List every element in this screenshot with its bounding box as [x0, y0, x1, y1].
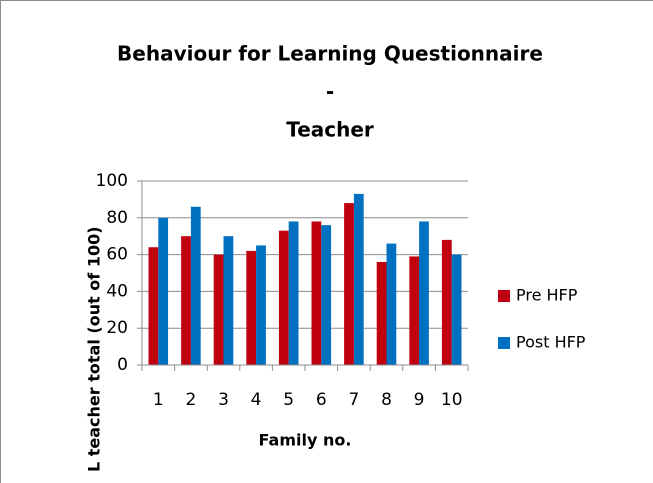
bar [409, 256, 420, 365]
bar [288, 221, 299, 365]
bar [223, 236, 234, 365]
chart-title: Behaviour for Learning Questionnaire [117, 42, 543, 66]
y-tick-label: 80 [106, 208, 128, 228]
bar [419, 221, 429, 365]
bar [246, 250, 257, 365]
y-tick-label: 100 [96, 171, 128, 191]
bar [451, 254, 462, 365]
bar [158, 217, 169, 365]
x-tick-label: 10 [441, 390, 463, 410]
y-tick-label: 60 [106, 245, 128, 265]
y-axis-title: L teacher total (out of 100) [85, 226, 104, 472]
y-tick-label: 40 [106, 281, 128, 301]
legend-label: Post HFP [516, 333, 586, 352]
x-tick-label: 6 [316, 390, 327, 410]
bar [278, 230, 289, 365]
x-axis-title: Family no. [259, 431, 352, 450]
bar [256, 245, 266, 365]
x-tick-label: 9 [414, 390, 425, 410]
bar [311, 221, 322, 365]
x-tick-label: 2 [185, 390, 196, 410]
x-tick-label: 4 [251, 390, 262, 410]
chart-title: Teacher [286, 118, 374, 142]
legend-swatch [498, 337, 510, 349]
y-tick-label: 0 [117, 355, 128, 375]
x-tick-label: 5 [283, 390, 294, 410]
legend-label: Pre HFP [516, 286, 578, 305]
x-tick-label: 7 [348, 390, 359, 410]
chart-title: - [326, 80, 334, 104]
bar [148, 247, 159, 365]
y-tick-label: 20 [106, 318, 128, 338]
bar [344, 203, 354, 365]
bar [376, 261, 387, 365]
bar [353, 193, 364, 365]
bar [386, 243, 397, 365]
bar [190, 206, 201, 365]
x-tick-label: 8 [381, 390, 392, 410]
x-tick-label: 1 [153, 390, 164, 410]
legend-swatch [498, 290, 510, 302]
bar [321, 225, 332, 365]
bar [181, 236, 191, 365]
bar [441, 239, 452, 365]
x-tick-label: 3 [218, 390, 229, 410]
bar [213, 254, 224, 365]
